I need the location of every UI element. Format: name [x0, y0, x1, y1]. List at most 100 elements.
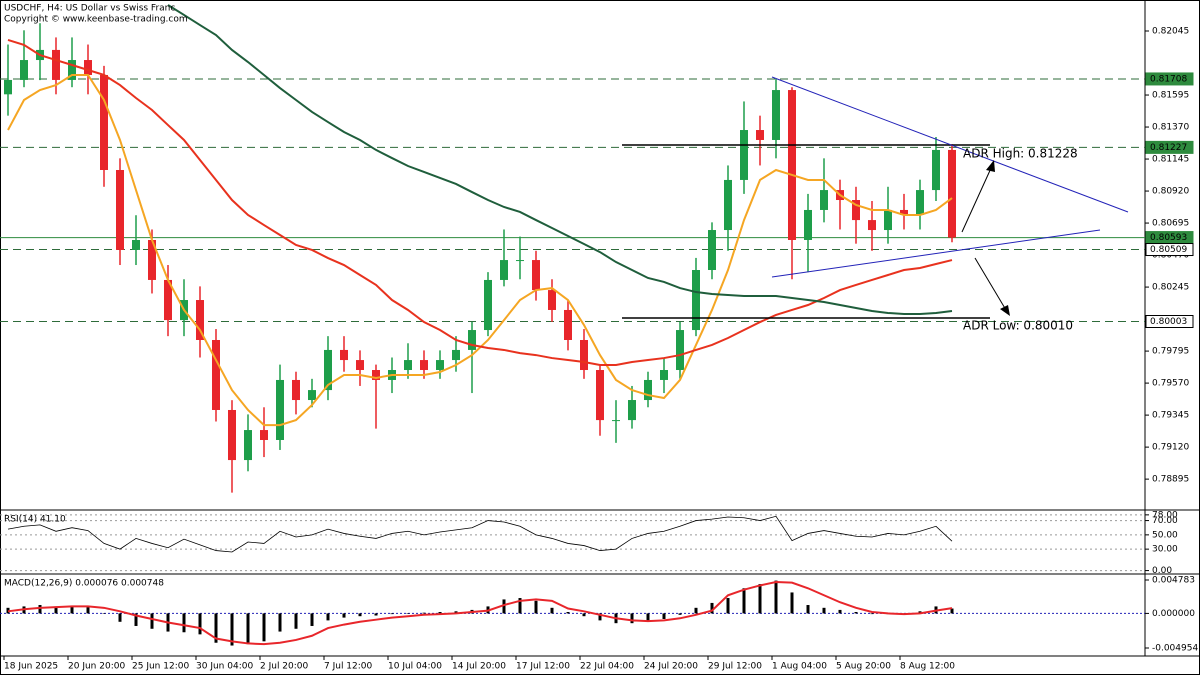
x-tick-label: 25 Jun 12:00: [132, 662, 189, 672]
x-tick-label: 18 Jun 2025: [4, 662, 58, 672]
y-tick-label: 50.00: [1152, 530, 1178, 540]
candle-body: [900, 209, 908, 215]
candle-body: [660, 370, 668, 380]
macd-bar: [838, 609, 842, 614]
x-tick-label: 7 Jul 12:00: [324, 662, 373, 672]
candle-body: [4, 79, 12, 95]
candle-body: [372, 370, 380, 380]
y-tick-label: 78.00: [1152, 510, 1178, 520]
candle-body: [196, 300, 204, 340]
price-tag-label: 0.80593: [1150, 233, 1187, 243]
candle-body: [404, 360, 412, 371]
candle-body: [116, 169, 124, 250]
macd-bar: [726, 598, 730, 614]
candle-body: [580, 339, 588, 371]
rsi-line: [7, 515, 953, 553]
candle-body: [532, 260, 540, 291]
annotation: ADR Low: 0.80010: [963, 319, 1073, 333]
candle-body: [68, 60, 76, 80]
trendline-lower: [771, 229, 1101, 278]
x-tick-label: 30 Jun 04:00: [196, 662, 253, 672]
candle-body: [164, 279, 172, 321]
macd-bar: [630, 613, 634, 624]
candle-body: [212, 339, 220, 410]
candle-body: [628, 400, 636, 421]
moving-average: [167, 4, 953, 315]
x-tick-label: 5 Aug 20:00: [836, 662, 891, 672]
annotation: ADR High: 0.81228: [963, 147, 1078, 161]
candle-body: [916, 190, 924, 215]
macd-bar: [326, 613, 330, 621]
macd-bar: [742, 588, 746, 614]
macd-bar: [710, 602, 714, 614]
macd-bar: [70, 605, 74, 614]
candle-body: [148, 239, 156, 280]
macd-bar: [310, 613, 314, 626]
candle-body: [676, 330, 684, 371]
y-tick-label: 0.81595: [1152, 91, 1189, 101]
y-tick-label: 0.000000: [1152, 609, 1195, 619]
x-tick-label: 1 Aug 04:00: [772, 662, 827, 672]
macd-bar: [198, 613, 202, 635]
macd-bar: [358, 613, 362, 617]
macd-bar: [246, 613, 250, 645]
price-tag: [1145, 140, 1194, 154]
macd-bar: [150, 613, 154, 629]
price-tag: [1145, 243, 1194, 257]
y-tick-label: 0.80245: [1152, 283, 1189, 293]
arrow-down: [974, 257, 1007, 311]
x-tick-label: 8 Aug 12:00: [900, 662, 955, 672]
y-tick-label: -0.004954: [1152, 644, 1198, 654]
x-tick-label: 22 Jul 04:00: [580, 662, 634, 672]
candle-body: [788, 90, 796, 240]
macd-bar: [822, 607, 826, 614]
macd-bar: [118, 613, 122, 622]
candle-body: [948, 149, 956, 238]
y-tick-label: 0.004783: [1152, 576, 1195, 586]
macd-bar: [374, 613, 378, 616]
macd-bar: [646, 613, 650, 622]
candle-body: [452, 349, 460, 361]
macd-bar: [918, 611, 922, 614]
macd-bar: [278, 613, 282, 632]
arrow-down-head: [1000, 305, 1010, 316]
macd-bar: [694, 607, 698, 614]
candle-body: [772, 90, 780, 140]
arrow-up: [961, 165, 993, 233]
drawings: [622, 76, 1129, 319]
candle-body: [260, 430, 268, 441]
candle-body: [724, 179, 732, 231]
candle-body: [324, 349, 332, 391]
x-tick-label: 10 Jul 04:00: [388, 662, 442, 672]
macd-bar: [550, 607, 554, 614]
y-tick-label: 0.81145: [1152, 155, 1189, 165]
x-tick-label: 14 Jul 20:00: [452, 662, 506, 672]
candle-body: [228, 409, 236, 461]
candle-body: [436, 360, 444, 371]
x-tick-label: 20 Jun 20:00: [68, 662, 125, 672]
macd-bar: [502, 599, 506, 614]
macd-title: MACD(12,26,9) 0.000076 0.000748: [4, 579, 164, 589]
candle-body: [52, 49, 60, 80]
candle-body: [420, 360, 428, 371]
y-tick-label: 0.79120: [1152, 443, 1189, 453]
macd-bar: [182, 613, 186, 633]
macd-bar: [438, 612, 442, 614]
macd-bar: [566, 612, 570, 614]
macd-bar: [102, 613, 106, 614]
macd-bar: [598, 613, 602, 621]
moving-average: [7, 73, 953, 427]
candle-body: [644, 379, 652, 401]
x-tick-label: 29 Jul 12:00: [708, 662, 762, 672]
y-tick-label: 0.00: [1152, 566, 1172, 576]
macd-bar: [262, 613, 266, 642]
macd-bar: [342, 613, 346, 618]
candle-body: [468, 330, 476, 350]
macd-bar: [86, 607, 90, 614]
candle-body: [612, 420, 620, 422]
macd-bar: [422, 612, 426, 614]
candle-body: [340, 349, 348, 361]
candle-body: [500, 260, 508, 280]
macd-bar: [870, 613, 874, 615]
candle-body: [804, 209, 812, 240]
